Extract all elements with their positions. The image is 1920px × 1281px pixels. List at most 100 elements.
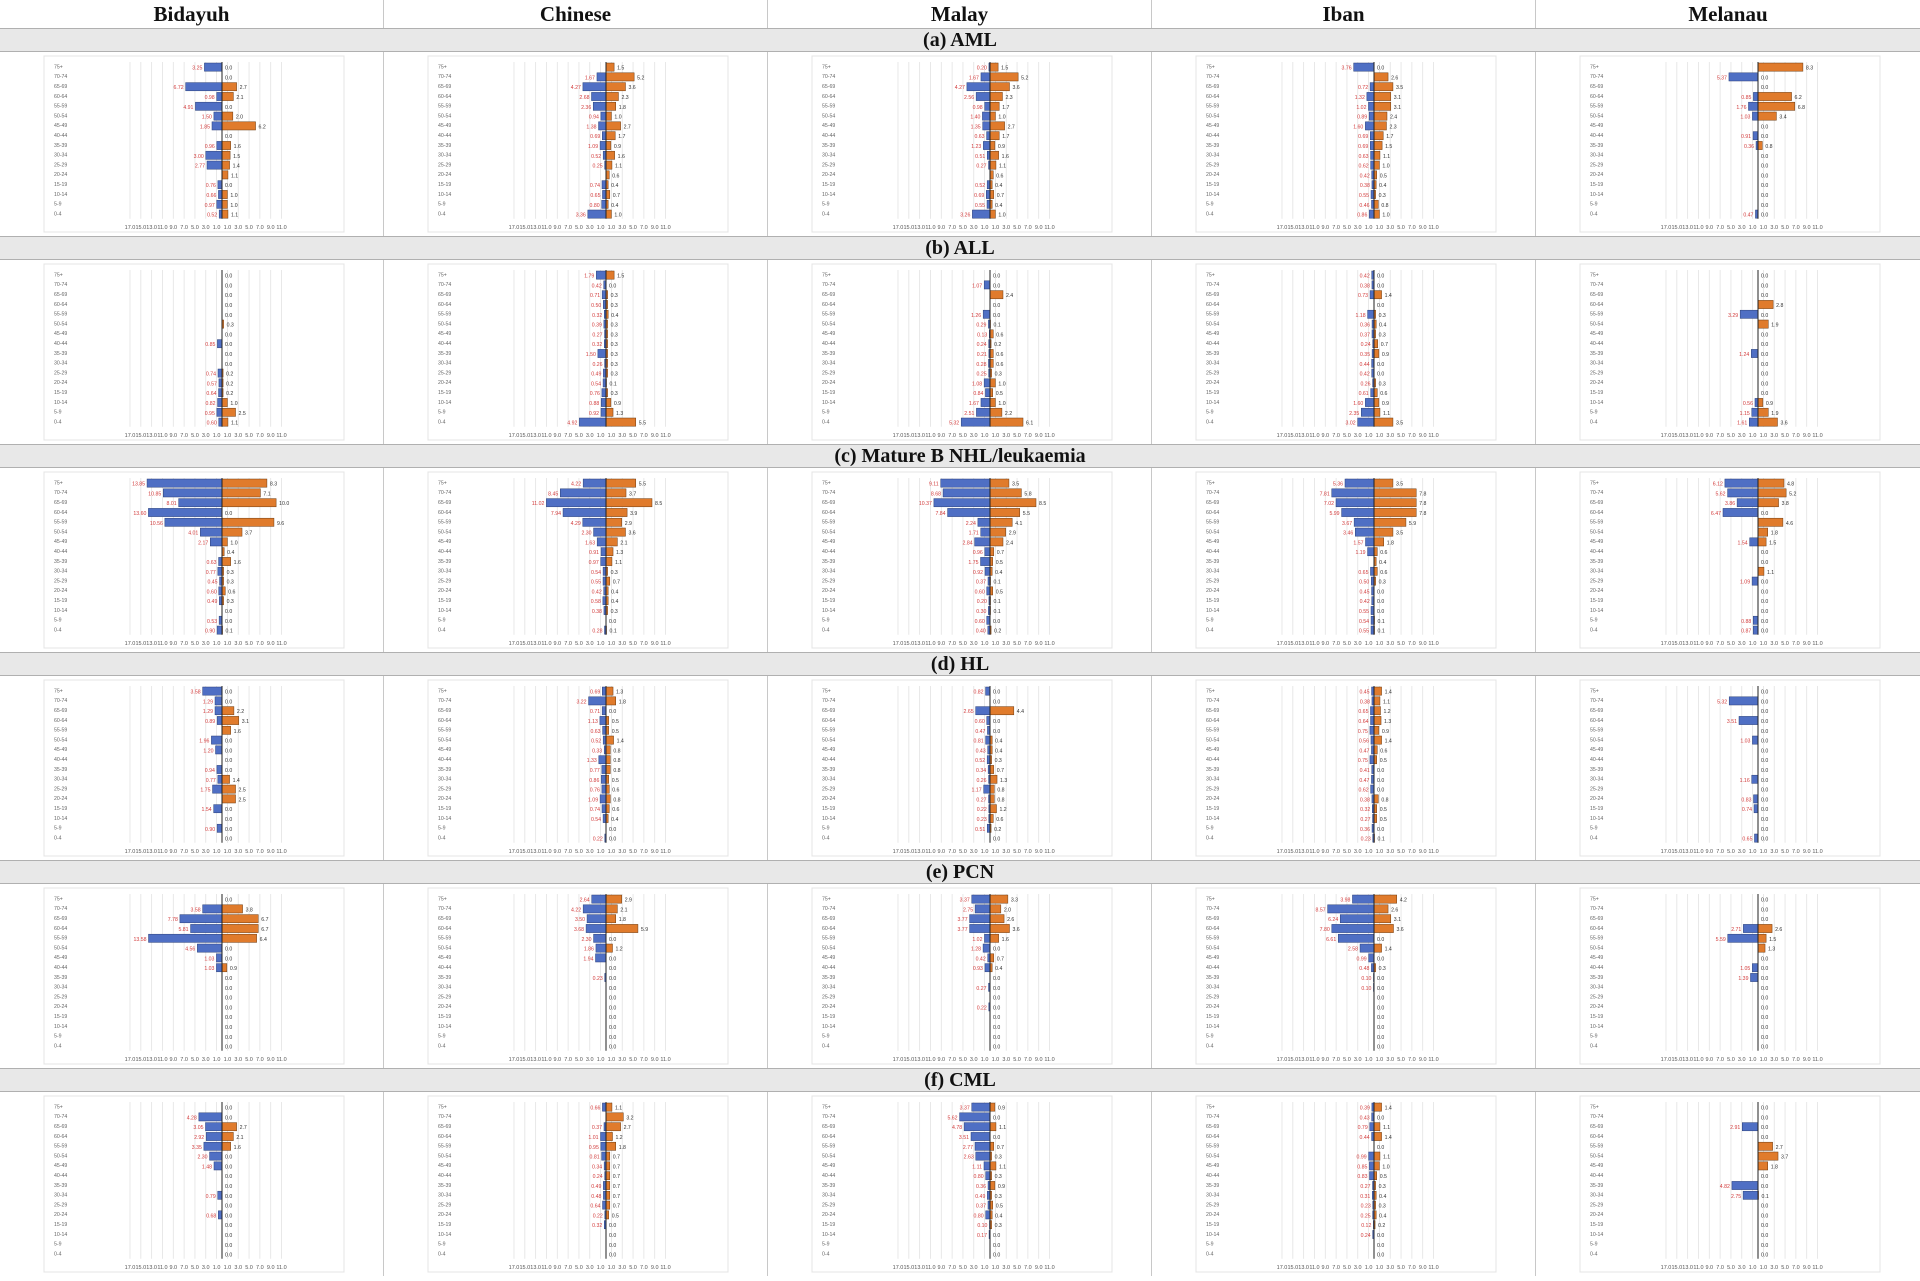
- bar-right-label: 0.4: [611, 183, 618, 189]
- x-tick-label: 13.0: [1682, 1265, 1693, 1271]
- bar-left-label: 0.37: [976, 580, 986, 586]
- bar-right-label: 0.6: [1380, 748, 1387, 754]
- bar-right: [1757, 943, 1766, 953]
- x-tick-label: 15.0: [903, 433, 914, 439]
- bar-left-label: 0.80: [974, 1213, 984, 1219]
- bar-right-label: 0.3: [1379, 966, 1386, 972]
- bar-right-label: 1.8: [1771, 1164, 1778, 1170]
- x-tick-label: 3.0: [1738, 225, 1746, 231]
- x-tick-label: 9.0: [553, 433, 561, 439]
- x-tick-label: 3.0: [1738, 1057, 1746, 1063]
- bar-left-label: 0.66: [206, 193, 216, 199]
- bar-left-label: 0.56: [1359, 739, 1369, 745]
- bar-right: [1373, 150, 1381, 160]
- bar-left-label: 1.75: [200, 788, 210, 794]
- bar-right-label: 4.6: [1786, 521, 1793, 527]
- age-group-label: 75+: [438, 1104, 447, 1110]
- x-tick-label: 17.0: [509, 1265, 520, 1271]
- age-group-label: 65-69: [1590, 1124, 1603, 1130]
- age-group-label: 30-34: [438, 569, 451, 575]
- bar-left-label: 0.62: [1359, 164, 1369, 170]
- bar-left: [601, 388, 607, 398]
- panel--d-hl-chinese: 17.0 15.0 13.0 11.0 9.0 7.0 5.0 3.0 1.0 1.0 3.0 5.0…: [384, 676, 768, 860]
- age-group-label: 70-74: [54, 282, 67, 288]
- bar-right: [221, 199, 228, 209]
- bar-left: [218, 388, 223, 398]
- panel--a-aml-malay: 17.0 15.0 13.0 11.0 9.0 7.0 5.0 3.0 1.0 1.0 3.0 5.0…: [768, 52, 1152, 236]
- bar-right-label: 3.6: [1780, 421, 1787, 427]
- age-group-label: 10-14: [438, 400, 451, 406]
- x-tick-label: 3.0: [618, 1057, 626, 1063]
- bar-right-label: 0.0: [1761, 1125, 1768, 1131]
- panel--d-hl-iban: 17.0 15.0 13.0 11.0 9.0 7.0 5.0 3.0 1.0 1.0 3.0 5.0…: [1152, 676, 1536, 860]
- bar-right-label: 0.3: [1379, 332, 1386, 338]
- bar-right-label: 0.0: [993, 1253, 1000, 1259]
- x-tick-label: 13.0: [146, 849, 157, 855]
- bar-right-label: 0.0: [993, 619, 1000, 625]
- age-group-label: 60-64: [1590, 718, 1603, 724]
- x-tick-label: 15.0: [903, 225, 914, 231]
- bar-right-label: 0.0: [993, 303, 1000, 309]
- x-tick-label: 9.0: [1035, 433, 1043, 439]
- bar-right: [221, 706, 235, 716]
- age-group-label: 30-34: [54, 777, 67, 783]
- age-group-label: 0-4: [438, 1043, 446, 1049]
- bar-left-label: 0.26: [976, 778, 986, 784]
- bar-left: [602, 190, 607, 199]
- age-group-label: 60-64: [54, 302, 67, 308]
- bar-left: [985, 1210, 991, 1220]
- bar-right-label: 0.0: [1761, 739, 1768, 745]
- x-tick-label: 15.0: [1287, 1057, 1298, 1063]
- bar-right-label: 1.2: [999, 807, 1006, 813]
- bar-left: [1366, 92, 1375, 101]
- age-group-label: 65-69: [1206, 292, 1219, 298]
- x-tick-label: 3.0: [1770, 1265, 1778, 1271]
- age-group-label: 75+: [1590, 480, 1599, 486]
- bar-left-label: 1.57: [1353, 540, 1363, 546]
- bar-left-label: 5.32: [949, 421, 959, 427]
- bar-right-label: 0.0: [1761, 956, 1768, 962]
- x-tick-label: 13.0: [530, 1057, 541, 1063]
- age-group-label: 25-29: [1590, 994, 1603, 1000]
- age-group-label: 35-39: [54, 767, 67, 773]
- x-tick-label: 11.0: [276, 1057, 286, 1063]
- age-group-label: 5-9: [54, 618, 62, 624]
- bar-left-label: 1.19: [1355, 550, 1365, 556]
- bar-right: [1757, 141, 1763, 150]
- bar-left-label: 1.09: [1740, 580, 1750, 586]
- age-group-label: 30-34: [438, 985, 451, 991]
- x-tick-label: 1.0: [213, 1057, 221, 1063]
- bar-left-label: 0.62: [1359, 788, 1369, 794]
- plot-frame: [811, 55, 1113, 233]
- bar-right-label: 0.0: [993, 1035, 1000, 1041]
- age-group-label: 65-69: [438, 708, 451, 714]
- x-tick-label: 5.0: [1013, 849, 1021, 855]
- age-group-label: 55-59: [438, 520, 451, 526]
- bar-right: [605, 576, 611, 586]
- bar-right: [605, 794, 611, 804]
- bar-right-label: 0.0: [1761, 1243, 1768, 1249]
- bar-left: [1727, 488, 1759, 498]
- bar-left-label: 1.32: [1355, 95, 1365, 101]
- age-group-label: 55-59: [438, 728, 451, 734]
- age-group-label: 10-14: [54, 1024, 67, 1030]
- bar-right: [989, 1122, 997, 1132]
- age-group-label: 15-19: [438, 598, 451, 604]
- bar-right-label: 0.4: [1379, 1213, 1386, 1219]
- bar-left-label: 0.39: [592, 323, 602, 329]
- age-group-label: 45-49: [1206, 1163, 1219, 1169]
- bar-left-label: 3.25: [192, 66, 202, 72]
- bar-right-label: 1.6: [234, 1145, 241, 1151]
- age-group-label: 55-59: [822, 104, 835, 110]
- x-tick-label: 11.0: [1693, 225, 1703, 231]
- bar-left-label: 0.71: [590, 709, 600, 715]
- age-group-label: 40-44: [54, 133, 67, 139]
- bar-right-label: 0.3: [611, 342, 618, 348]
- bar-left-label: 0.24: [1361, 1233, 1371, 1239]
- x-tick-label: 1.0: [1749, 1057, 1757, 1063]
- age-group-label: 25-29: [54, 786, 67, 792]
- bar-right-label: 0.1: [994, 599, 1001, 605]
- age-group-label: 15-19: [438, 182, 451, 188]
- age-group-label: 65-69: [1590, 708, 1603, 714]
- x-tick-label: 15.0: [1287, 1265, 1298, 1271]
